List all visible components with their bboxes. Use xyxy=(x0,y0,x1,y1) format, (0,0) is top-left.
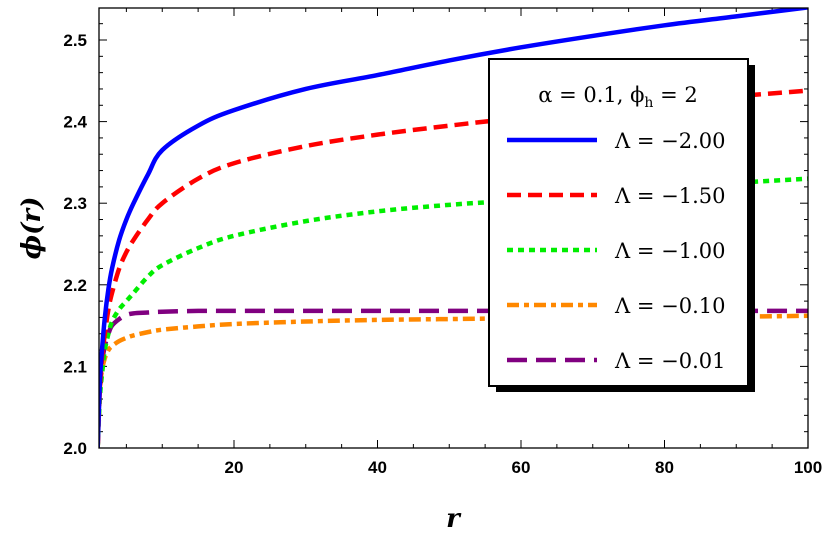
legend-label: Λ = −0.10 xyxy=(614,294,725,318)
y-tick-label: 2.5 xyxy=(63,31,87,50)
x-tick-label: 20 xyxy=(225,458,244,477)
series-line xyxy=(99,8,809,449)
y-tick-label: 2.2 xyxy=(63,276,87,295)
legend-label: Λ = −1.00 xyxy=(614,239,725,263)
x-tick-label: 100 xyxy=(794,458,822,477)
legend-label: Λ = −1.50 xyxy=(614,184,725,208)
y-tick-label: 2.0 xyxy=(63,439,87,458)
plot-frame xyxy=(98,7,809,449)
legend-label: Λ = −2.00 xyxy=(614,129,725,153)
x-axis-label: r xyxy=(446,504,462,534)
series-line xyxy=(99,313,809,449)
y-tick-label: 2.4 xyxy=(63,113,87,132)
series-line xyxy=(99,308,808,449)
y-tick-label: 2.3 xyxy=(63,194,87,213)
x-tick-label: 60 xyxy=(512,458,531,477)
y-tick-label: 2.1 xyxy=(63,357,87,376)
legend-title: α = 0.1, ϕh = 2 xyxy=(538,83,698,111)
legend-label: Λ = −0.01 xyxy=(614,349,725,373)
legend: α = 0.1, ϕh = 2 Λ = −2.00 Λ = −1.50 Λ = −1… xyxy=(488,58,755,392)
x-tick-label: 40 xyxy=(368,458,387,477)
x-tick-label: 80 xyxy=(655,458,674,477)
y-axis-label: ϕ(r) xyxy=(17,197,47,260)
